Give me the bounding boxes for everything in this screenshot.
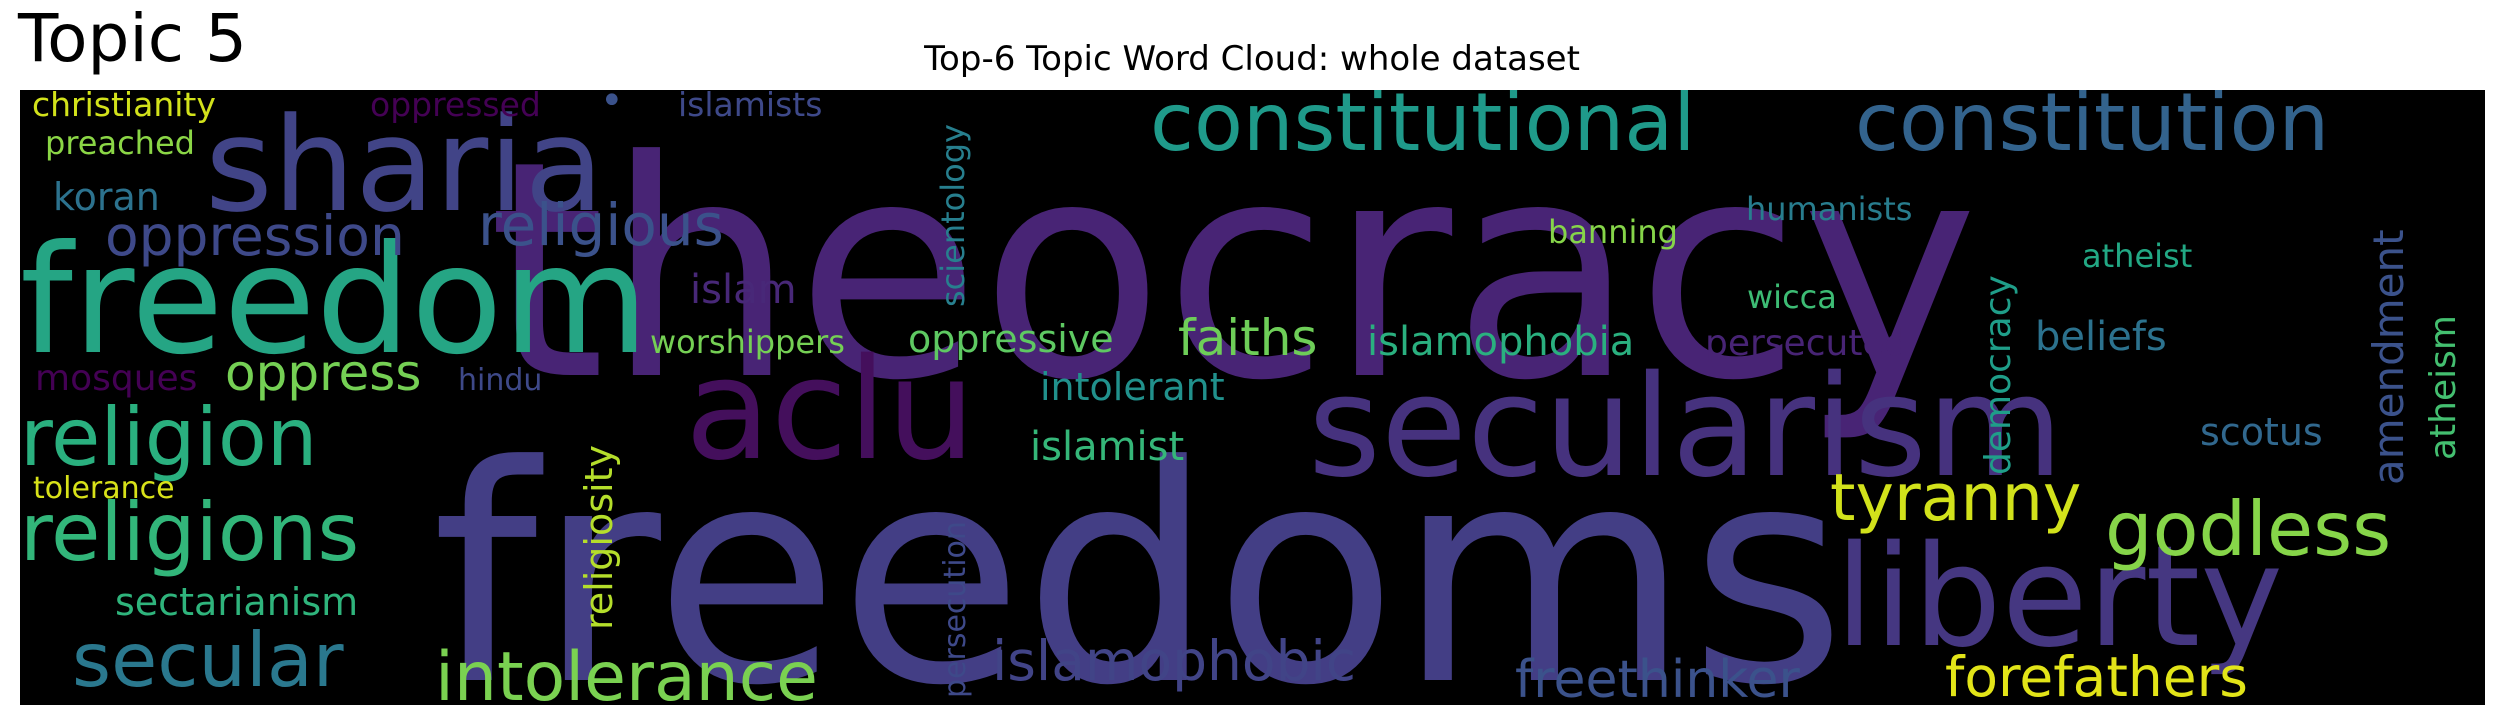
cloud-word-godless: godless: [2105, 485, 2391, 573]
cloud-word-christianity: christianity: [32, 90, 216, 124]
cloud-word-democracy: democracy: [1978, 275, 2019, 475]
cloud-word-wicca: wicca: [1747, 278, 1837, 316]
panel-label: Topic 5: [18, 0, 247, 77]
cloud-word-islamist: islamist: [1030, 424, 1184, 470]
cloud-word-secularism: secularism: [1308, 346, 2063, 509]
cloud-word-freedom: freedom: [20, 214, 649, 388]
figure-title: Top-6 Topic Word Cloud: whole dataset: [924, 39, 1580, 79]
cloud-word-islamists: islamists: [678, 90, 822, 124]
cloud-word-mosques: mosques: [35, 358, 197, 399]
cloud-word-atheist: atheist: [2082, 237, 2192, 275]
cloud-word-beliefs: beliefs: [2035, 314, 2167, 360]
cloud-word-amendment: amendment: [2364, 229, 2413, 485]
cloud-word-persecuted: persecuted: [1705, 323, 1907, 364]
cloud-word-freethinker: freethinker: [1515, 650, 1801, 705]
cloud-word-freedoms: freedoms: [432, 402, 1846, 705]
cloud-word-koran: koran: [53, 175, 160, 219]
cloud-word-constitutional: constitutional: [1150, 90, 1695, 169]
cloud-word-religiosity: religiosity: [577, 445, 621, 630]
cloud-word-sharia: sharia: [205, 90, 604, 241]
cloud-word-scotus: scotus: [2200, 410, 2323, 454]
cloud-word-forefathers: forefathers: [1945, 645, 2248, 705]
cloud-word-intolerant: intolerant: [1040, 365, 1225, 409]
cloud-word-oppression: oppression: [105, 204, 405, 268]
cloud-word-islamophobic: islamophobic: [992, 629, 1356, 693]
cloud-word-tyranny: tyranny: [1830, 461, 2081, 536]
cloud-word-secular: secular: [72, 616, 344, 704]
cloud-word-banning: banning: [1548, 213, 1678, 251]
cloud-word-dot: •: [600, 90, 624, 124]
cloud-word-worshippers: worshippers: [650, 323, 845, 361]
cloud-word-tolerance: tolerance: [33, 471, 175, 506]
cloud-word-constitution: constitution: [1855, 90, 2329, 169]
cloud-word-religious: religious: [478, 191, 724, 259]
cloud-word-preached: preached: [45, 124, 195, 162]
cloud-word-islamophobia: islamophobia: [1367, 319, 1634, 365]
cloud-word-hindu: hindu: [458, 363, 542, 398]
cloud-word-persecution: persecution: [938, 521, 973, 698]
cloud-word-religions: religions: [20, 486, 359, 579]
cloud-word-oppressive: oppressive: [908, 317, 1114, 361]
cloud-word-oppressed: oppressed: [370, 90, 541, 124]
cloud-word-humanists: humanists: [1746, 190, 1912, 228]
cloud-word-liberty: liberty: [1835, 516, 2283, 679]
word-cloud: theocracy freedoms freedom sharia secularism…: [20, 90, 2485, 705]
cloud-word-theocracy: theocracy: [488, 97, 1978, 446]
cloud-word-aclu: aclu: [685, 329, 975, 492]
cloud-word-intolerance: intolerance: [435, 638, 818, 705]
cloud-word-scientology: scientology: [934, 124, 972, 307]
cloud-word-oppress: oppress: [225, 344, 421, 402]
cloud-word-faiths: faiths: [1178, 309, 1317, 367]
cloud-word-atheism: atheism: [2423, 315, 2464, 460]
cloud-word-sectarianism: sectarianism: [115, 580, 358, 624]
cloud-word-religion: religion: [20, 391, 317, 484]
cloud-word-islam: islam: [690, 267, 797, 313]
